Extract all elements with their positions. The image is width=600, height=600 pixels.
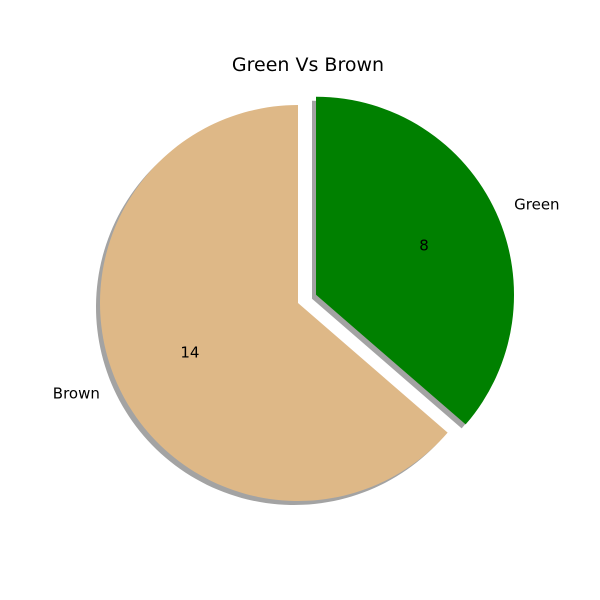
slice-label-brown: Brown: [53, 384, 100, 402]
chart-title: Green Vs Brown: [232, 54, 384, 76]
pie-labels: Green 8 Brown 14: [53, 195, 560, 402]
data-label-brown: 14: [180, 343, 199, 361]
slice-label-green: Green: [514, 195, 559, 213]
pie-slice-green: [316, 96, 515, 425]
pie-slices: [99, 96, 515, 501]
pie-slice-brown: [99, 105, 448, 501]
data-label-green: 8: [419, 236, 429, 254]
